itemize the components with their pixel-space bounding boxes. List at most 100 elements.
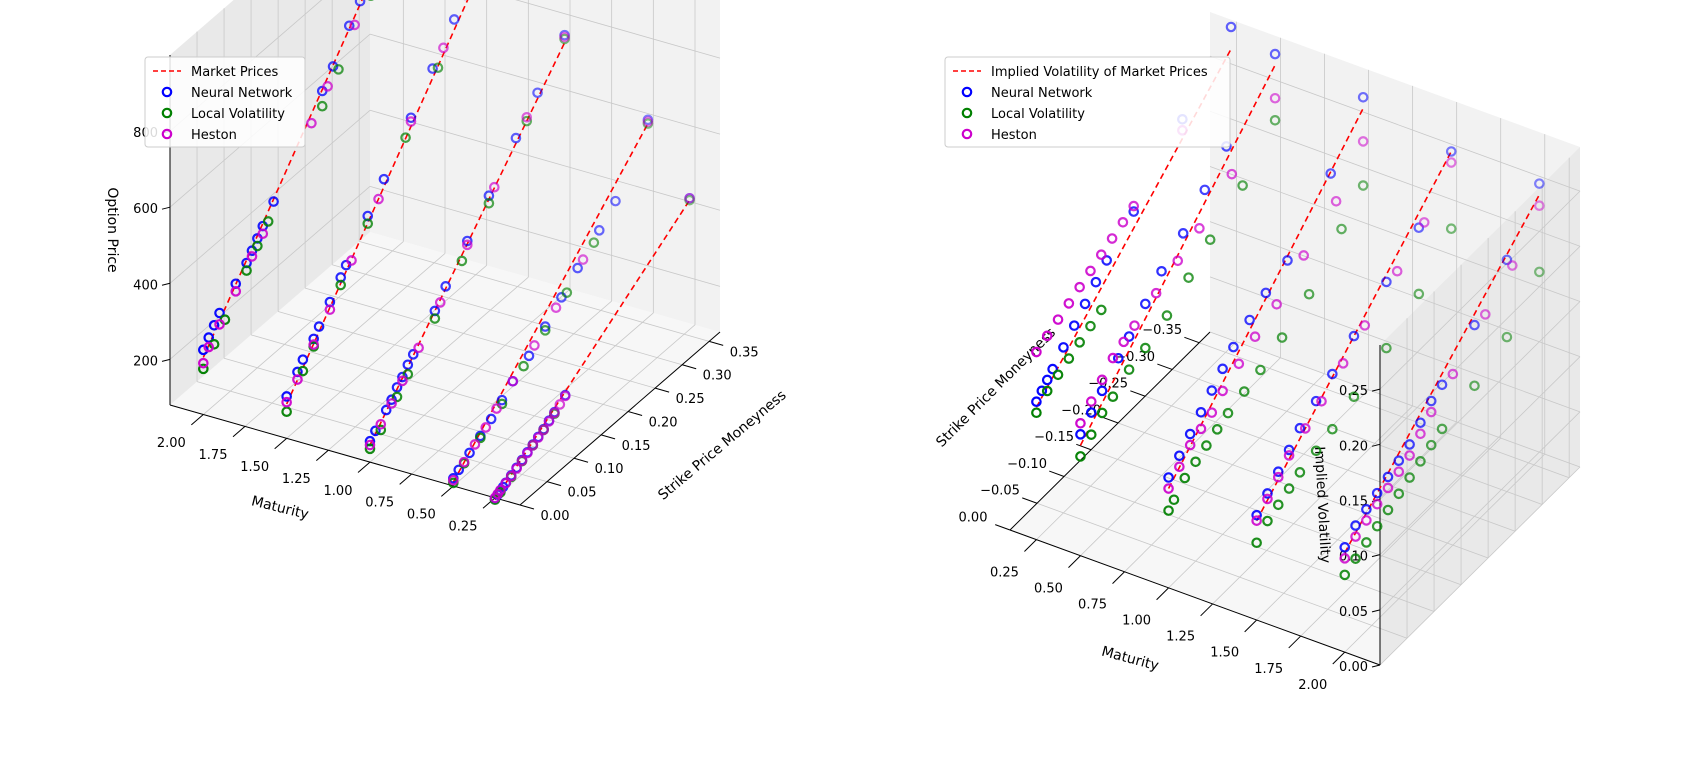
legend-marker-local <box>161 107 173 119</box>
local-volatility-point <box>1204 234 1216 245</box>
neural-network-point <box>1140 298 1151 310</box>
gridline <box>1344 453 1546 653</box>
side-pane-yz <box>1380 147 1580 665</box>
neural-network-point <box>485 413 497 425</box>
heston-point <box>500 477 512 489</box>
local-volatility-point <box>1276 332 1288 343</box>
x-tick <box>1200 603 1213 617</box>
heston-point <box>364 439 376 451</box>
neural-network-point <box>440 281 451 292</box>
local-volatility-point <box>521 115 533 127</box>
legend-item-market: Implied Volatility of Market Prices <box>991 65 1208 80</box>
gridline <box>1209 55 1581 192</box>
gridline <box>1379 246 1581 445</box>
heston-point <box>405 116 417 127</box>
local-volatility-point <box>1436 423 1448 435</box>
heston-point <box>1393 466 1405 478</box>
neural-network-point <box>1425 395 1437 407</box>
local-volatility-point <box>1041 385 1053 397</box>
y-tick-label: 0.00 <box>959 511 988 526</box>
neural-network-point <box>464 447 475 459</box>
heston-point <box>1404 450 1415 461</box>
local-volatility-point <box>1201 440 1212 451</box>
local-volatility-point <box>539 325 551 336</box>
neural-network-point <box>1195 407 1207 418</box>
local-volatility-point <box>1255 364 1266 376</box>
z-tick <box>161 358 171 362</box>
local-volatility-point <box>1031 407 1042 419</box>
y-tick-label: −0.10 <box>1007 457 1047 472</box>
heston-point <box>1106 233 1118 244</box>
heston-point <box>322 81 333 92</box>
heston-point <box>1272 471 1284 483</box>
heston-point <box>642 116 654 128</box>
local-volatility-point <box>1501 331 1513 343</box>
local-volatility-point <box>1294 467 1306 478</box>
neural-network-point <box>1327 368 1338 380</box>
local-volatility-point <box>1262 515 1273 527</box>
heston-point <box>1129 320 1140 331</box>
neural-network-point <box>1217 363 1228 375</box>
local-volatility-point <box>1123 364 1135 375</box>
heston-point <box>1118 336 1130 348</box>
heston-point <box>1262 493 1273 505</box>
neural-network-point <box>1068 320 1080 331</box>
heston-point <box>246 251 258 262</box>
y-tick <box>995 524 1011 531</box>
z-tick-label: 600 <box>133 202 158 217</box>
local-volatility-point <box>1425 439 1437 451</box>
gridline <box>515 0 721 59</box>
neural-network-point <box>354 0 366 7</box>
legend-item-heston: Heston <box>191 128 237 143</box>
neural-network-point <box>1244 314 1255 326</box>
x-tick <box>357 461 371 473</box>
gridline <box>1212 405 1413 605</box>
gridline <box>369 288 571 463</box>
neural-network-point <box>1283 444 1295 456</box>
x-tick <box>191 414 204 426</box>
heston-point <box>1041 330 1053 342</box>
gridline <box>1209 110 1581 247</box>
heston-point <box>214 319 225 330</box>
market-line <box>452 123 649 483</box>
local-volatility-point <box>1168 494 1180 506</box>
neural-network-point <box>1348 330 1360 342</box>
heston-point <box>203 341 215 353</box>
neural-network-point <box>313 321 325 332</box>
heston-point <box>491 403 502 414</box>
heston-point <box>532 432 544 443</box>
heston-point <box>1371 498 1383 510</box>
gridline <box>1036 341 1237 540</box>
heston-point <box>1300 423 1311 434</box>
heston-point <box>458 456 470 468</box>
local-volatility-point <box>1381 342 1392 354</box>
neural-network-point <box>380 404 392 416</box>
x-tick <box>399 473 412 485</box>
y-tick-label: 0.00 <box>541 509 570 524</box>
neural-network-point <box>386 394 397 405</box>
heston-point <box>1337 358 1349 369</box>
local-volatility-point <box>1238 386 1250 397</box>
heston-point <box>306 117 317 129</box>
neural-network-point <box>1206 385 1218 396</box>
local-volatility-point <box>1469 380 1480 392</box>
local-volatility-point <box>198 363 209 375</box>
neural-network-point <box>1128 206 1140 217</box>
local-volatility-point <box>475 432 486 444</box>
gridline <box>1080 357 1281 556</box>
neural-network-point <box>1177 228 1189 239</box>
local-volatility-point <box>1348 391 1360 403</box>
local-volatility-point <box>1339 569 1351 581</box>
neural-network-point <box>1058 342 1069 353</box>
x-tick-label: 2.00 <box>1298 678 1327 693</box>
neural-network-point <box>496 394 508 406</box>
y-tick-label: 0.35 <box>730 345 759 360</box>
heston-point <box>198 357 209 369</box>
heston-point <box>1085 265 1096 277</box>
y-tick <box>654 387 670 393</box>
y-tick-label: 0.20 <box>649 415 678 430</box>
neural-network-point <box>1350 520 1361 531</box>
local-volatility-point <box>429 313 441 324</box>
neural-network-point <box>1156 266 1167 277</box>
heston-point <box>1271 298 1282 310</box>
